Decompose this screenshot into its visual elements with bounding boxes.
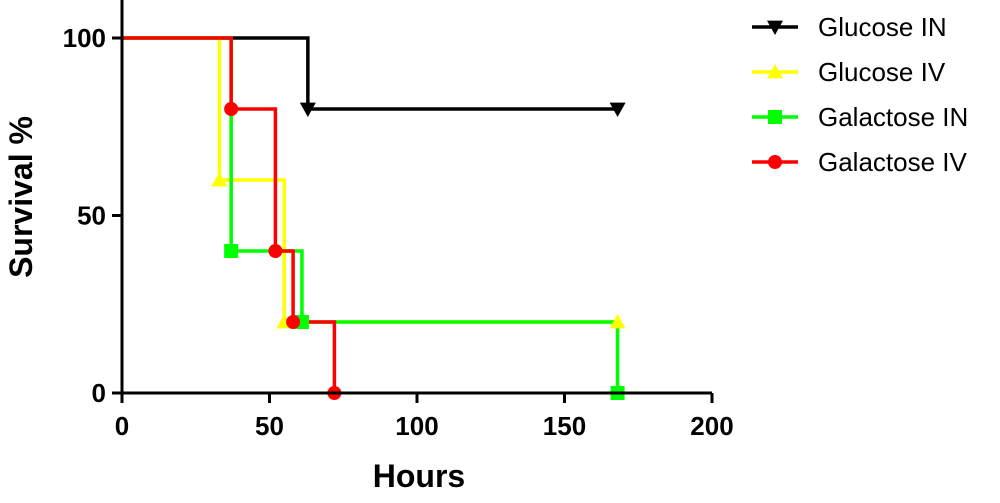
series-line-galactose-in [122,36,620,393]
series-line-galactose-iv [122,36,337,393]
x-tick-label: 100 [395,411,438,441]
data-point-glucose-in-0 [299,102,316,117]
series-line-glucose-iv [122,36,618,324]
x-tick-label: 150 [543,411,586,441]
data-point-glucose-in-1 [609,102,626,117]
y-tick-label: 50 [77,201,106,231]
legend-item-galactose-in: Galactose IN [752,102,968,132]
data-point-galactose-in-0 [224,244,239,258]
data-point-glucose-iv-0 [211,172,228,187]
legend-marker [768,155,782,169]
y-tick-label: 100 [63,23,106,53]
x-tick-label: 0 [115,411,129,441]
plot-lines [122,36,620,393]
ticks: 0 50 100 150 200 0 50 100 [63,23,734,441]
x-tick-label: 50 [255,411,284,441]
legend-item-glucose-in: Glucose IN [752,12,947,42]
legend-marker [767,20,783,35]
x-tick-label: 200 [690,411,733,441]
legend-label: Galactose IV [818,147,968,177]
legend-marker [767,64,783,79]
data-point-galactose-iv-2 [286,315,301,329]
legend: Glucose IN Glucose IV Galactose IN Galactos… [752,12,968,177]
axes [120,0,712,395]
x-axis-title: Hours [373,458,465,494]
y-tick-label: 0 [92,378,106,408]
data-point-galactose-iv-1 [268,244,283,258]
legend-label: Glucose IN [818,12,947,42]
data-point-glucose-iv-2 [609,314,626,329]
legend-label: Glucose IV [818,57,946,87]
legend-item-galactose-iv: Galactose IV [752,147,968,177]
legend-label: Galactose IN [818,102,968,132]
legend-marker [768,110,782,124]
data-point-galactose-iv-0 [224,102,239,116]
plot-markers [211,102,626,400]
y-axis-title: Survival % [3,116,39,278]
legend-item-glucose-iv: Glucose IV [752,57,946,87]
series-line-glucose-in [122,36,618,111]
